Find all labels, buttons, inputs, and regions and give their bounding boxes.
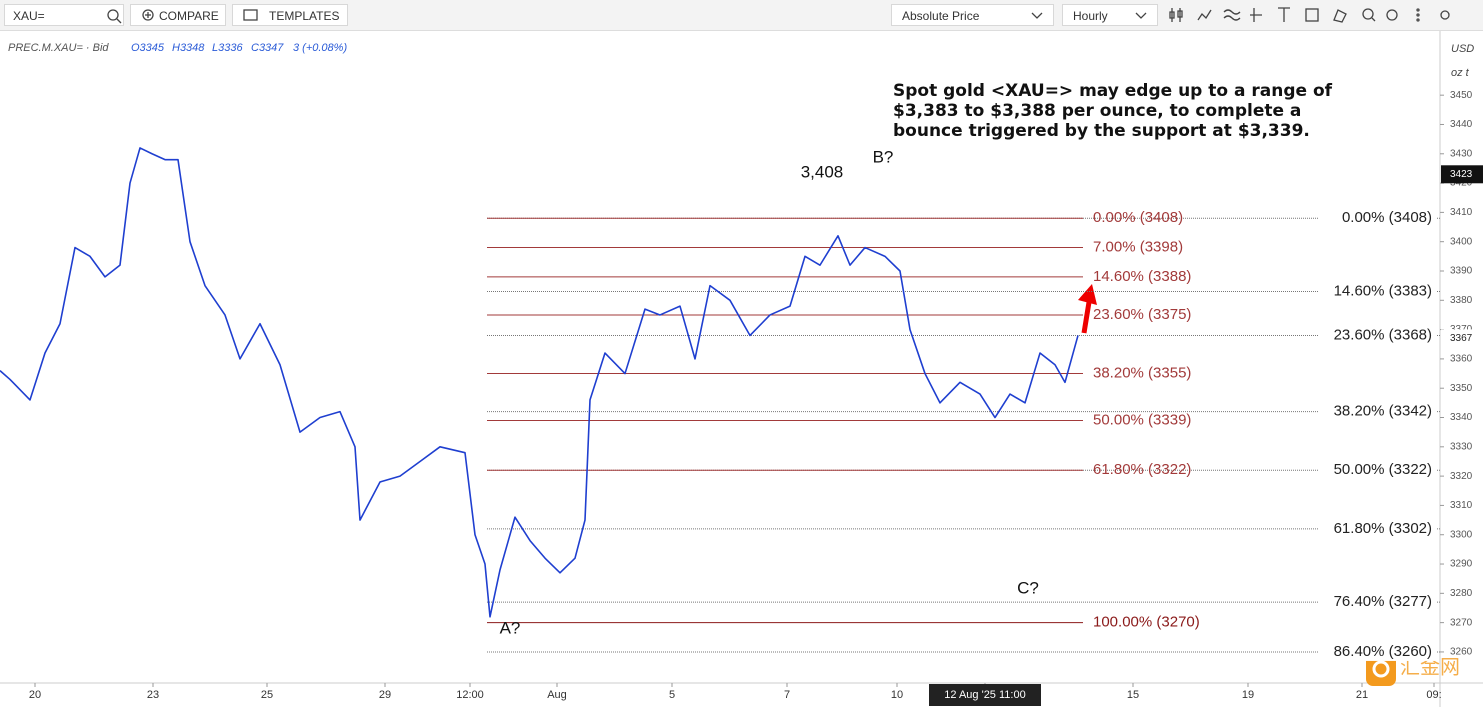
x-tick-label: 23: [147, 689, 159, 701]
price-label-bg: [1441, 165, 1483, 184]
y-tick-label: 3270: [1450, 617, 1473, 628]
commentary: $3,383 to $3,388 per ounce, to complete …: [893, 101, 1301, 121]
fib-label-bg: [1318, 209, 1436, 228]
fib-label-bg: [1318, 402, 1436, 421]
x-tick-label: 7: [784, 689, 790, 701]
y-tick-label: 3360: [1450, 354, 1473, 365]
watermark: 汇金网: [1400, 655, 1460, 678]
templates-button[interactable]: TEMPLATES: [232, 4, 348, 26]
interval-select[interactable]: Hourly: [1062, 4, 1158, 26]
crosshair-time-bg: [929, 684, 1041, 706]
fib-label: 0.00% (3408): [1093, 209, 1183, 226]
fib-label: 100.00% (3270): [1093, 614, 1200, 631]
fib-label-bg: [1318, 326, 1436, 345]
compare-button[interactable]: COMPARE: [130, 4, 226, 26]
x-tick-label: 5: [669, 689, 675, 701]
annotation: 3,408: [801, 162, 844, 181]
x-tick-label: 25: [261, 689, 273, 701]
y-tick-label: 3440: [1450, 119, 1473, 130]
arrow-head: [1078, 284, 1097, 305]
commentary: Spot gold <XAU=> may edge up to a range …: [893, 81, 1333, 101]
x-tick-label: 29: [379, 689, 391, 701]
y-tick-label: 3260: [1450, 647, 1473, 658]
x-tick-label: 12 Aug '25 11:00: [944, 689, 1025, 701]
symbol: XAU=: [13, 9, 45, 23]
fib-label-bg: [1318, 519, 1436, 538]
x-tick-label: 09:: [1426, 689, 1441, 701]
commentary: bounce triggered by the support at $3,33…: [893, 121, 1310, 141]
compare-label: COMPARE: [159, 9, 219, 23]
x-tick-label: 12:00: [456, 689, 484, 701]
fib-label: 14.60% (3383): [1334, 282, 1432, 299]
y-tick-label: 3280: [1450, 588, 1473, 599]
fib-label-bg: [1318, 593, 1436, 612]
fib-label-bg: [1318, 642, 1436, 661]
x-tick-label: 10: [891, 689, 903, 701]
legend-high: H3348: [172, 42, 205, 54]
fib-label: 38.20% (3355): [1093, 365, 1191, 382]
y-tick-label: 3400: [1450, 236, 1473, 247]
interval: Hourly: [1073, 9, 1108, 23]
annotation: A?: [500, 619, 521, 638]
toolbar-icons: [107, 7, 1450, 24]
symbol-input[interactable]: XAU=: [4, 4, 124, 26]
y-tick-label: 3300: [1450, 529, 1473, 540]
x-tick-label: 15: [1127, 689, 1139, 701]
toolbar: XAU= COMPARE TEMPLATES Absolute Price Ho…: [0, 0, 1483, 31]
y-tick-label: 3320: [1450, 471, 1473, 482]
axis-unit: oz t: [1451, 67, 1470, 79]
y-tick-label: 3390: [1450, 266, 1473, 277]
price-label-bg: [1441, 329, 1483, 348]
fib-label: 7.00% (3398): [1093, 239, 1183, 256]
fib-label: 50.00% (3322): [1334, 461, 1432, 478]
y-tick-label: 3310: [1450, 500, 1473, 511]
axis-currency: USD: [1451, 43, 1474, 55]
fib-label: 38.20% (3342): [1334, 403, 1432, 420]
y-tick-label: 3380: [1450, 295, 1473, 306]
y-tick-label: 3450: [1450, 90, 1473, 101]
fib-label: 23.60% (3375): [1093, 306, 1191, 323]
x-tick-label: Aug: [547, 689, 567, 701]
fib-label-bg: [1318, 282, 1436, 301]
legend-open: O3345: [131, 42, 165, 54]
x-tick-label: 20: [29, 689, 41, 701]
legend-name: PREC.M.XAU= · Bid: [8, 42, 109, 54]
templates-label: TEMPLATES: [269, 9, 340, 23]
x-tick-label: 21: [1356, 689, 1368, 701]
legend-low: L3336: [212, 42, 243, 54]
fib-label: 23.60% (3368): [1334, 326, 1432, 343]
y-tick-label: 3330: [1450, 441, 1473, 452]
fib-label: 0.00% (3408): [1342, 209, 1432, 226]
fib-label: 86.40% (3260): [1334, 643, 1432, 660]
y-tick-label: 3290: [1450, 559, 1473, 570]
x-tick-label: 19: [1242, 689, 1254, 701]
fib-label: 14.60% (3388): [1093, 268, 1191, 285]
price-mode-select[interactable]: Absolute Price: [891, 4, 1054, 26]
fib-label: 61.80% (3302): [1334, 520, 1432, 537]
annotation: C?: [1017, 578, 1039, 597]
y-tick-label: 3350: [1450, 383, 1473, 394]
price-label: 3423: [1450, 169, 1473, 180]
price-label: 3367: [1450, 333, 1473, 344]
y-tick-label: 3340: [1450, 412, 1473, 423]
legend-close: C3347: [251, 42, 284, 54]
fib-label: 61.80% (3322): [1093, 461, 1191, 478]
y-tick-label: 3430: [1450, 148, 1473, 159]
fib-label: 76.40% (3277): [1334, 593, 1432, 610]
y-tick-label: 3410: [1450, 207, 1473, 218]
fib-label: 50.00% (3339): [1093, 411, 1191, 428]
legend-change: 3 (+0.08%): [293, 42, 347, 54]
fib-label-bg: [1318, 461, 1436, 480]
price-mode: Absolute Price: [902, 9, 980, 23]
annotation: B?: [873, 148, 894, 167]
price-line: [0, 147, 1079, 618]
